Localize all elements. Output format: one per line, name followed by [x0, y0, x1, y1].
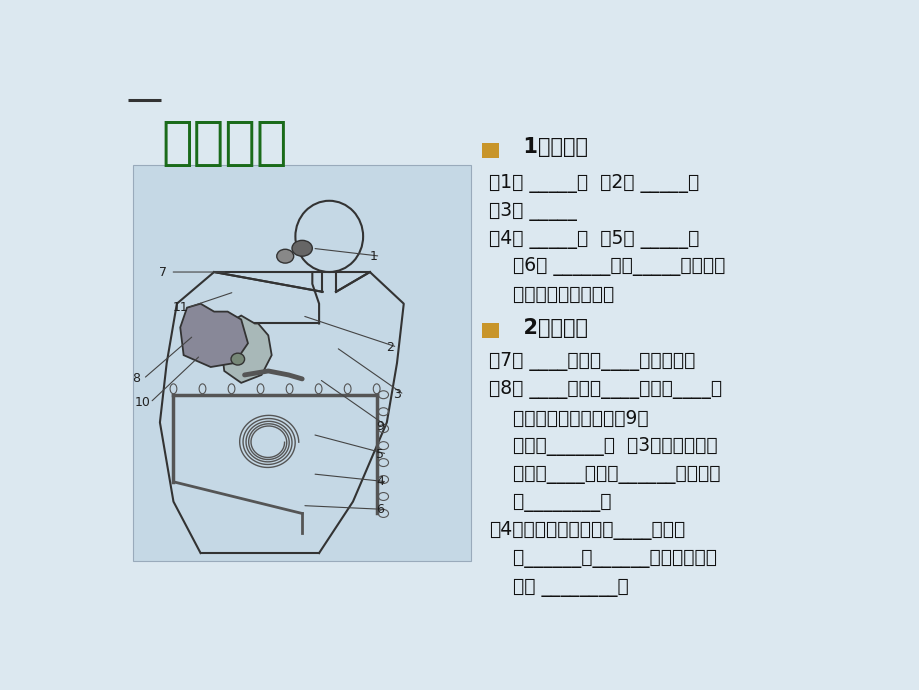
- Text: ［6］ ______其中_____是消化、: ［6］ ______其中_____是消化、: [489, 257, 725, 276]
- Text: ［1］ _____，  ［2］ _____，: ［1］ _____， ［2］ _____，: [489, 175, 698, 193]
- Text: 化腺是____，分泌______，初步消: 化腺是____，分泌______，初步消: [489, 465, 720, 484]
- Text: 9: 9: [376, 420, 383, 433]
- Text: ［7］ ____，分泌____，初步消化: ［7］ ____，分泌____，初步消化: [489, 352, 695, 371]
- Ellipse shape: [231, 353, 244, 365]
- Text: ，分泌______，  ［3］中含有的消: ，分泌______， ［3］中含有的消: [489, 437, 717, 455]
- Text: 7: 7: [159, 266, 167, 279]
- Ellipse shape: [277, 249, 293, 263]
- Text: ［8］ ____，分泌____，乳化____，: ［8］ ____，分泌____，乳化____，: [489, 380, 721, 400]
- Text: （注：不含消化酶）［9］: （注：不含消化酶）［9］: [489, 408, 648, 428]
- FancyBboxPatch shape: [482, 143, 498, 158]
- FancyBboxPatch shape: [132, 165, 471, 561]
- Polygon shape: [221, 315, 271, 383]
- Text: ［4］ _____，  ［5］ _____，: ［4］ _____， ［5］ _____，: [489, 230, 699, 248]
- Ellipse shape: [291, 240, 312, 256]
- Text: 2: 2: [386, 341, 393, 354]
- FancyBboxPatch shape: [482, 324, 498, 338]
- Text: 、______和______。最大的消化: 、______和______。最大的消化: [489, 549, 717, 569]
- Polygon shape: [180, 304, 248, 367]
- Text: 化________；: 化________；: [489, 493, 611, 512]
- Text: 1: 1: [369, 250, 377, 263]
- Text: 10: 10: [135, 396, 151, 409]
- Text: 4: 4: [376, 475, 383, 489]
- Text: 和吸收的主要场所。: 和吸收的主要场所。: [489, 285, 614, 304]
- Text: 11: 11: [172, 301, 187, 314]
- Text: 3: 3: [392, 388, 401, 401]
- Text: 2、消化腺: 2、消化腺: [509, 317, 587, 337]
- Text: 6: 6: [376, 503, 383, 516]
- Text: 5: 5: [376, 448, 383, 461]
- Text: 8: 8: [132, 373, 140, 386]
- Text: 自主复习: 自主复习: [161, 117, 288, 169]
- Text: 1、消化道: 1、消化道: [509, 137, 587, 157]
- Text: ［4］中含有的消化腺是____，消化: ［4］中含有的消化腺是____，消化: [489, 521, 685, 540]
- Text: 腺是 ________。: 腺是 ________。: [489, 578, 629, 596]
- Text: ［3］ _____: ［3］ _____: [489, 202, 576, 221]
